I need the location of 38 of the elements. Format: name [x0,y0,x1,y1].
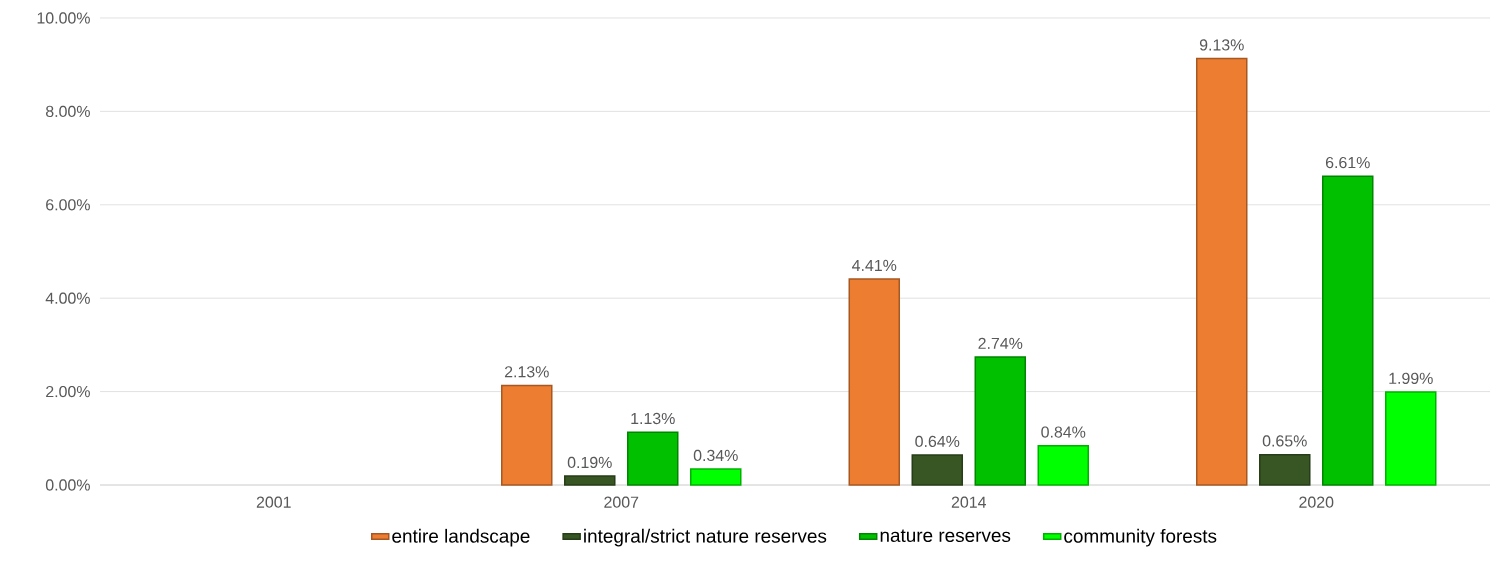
bar [1037,445,1090,486]
x-tick-label: 2020 [1299,496,1334,508]
legend-label: integral/strict nature reserves [584,528,827,547]
y-tick-label: 2.00% [46,385,90,398]
data-label: 1.13% [631,412,675,425]
x-tick-label: 2014 [951,496,987,508]
bar [627,431,679,486]
x-tick-label: 2007 [604,496,639,508]
y-tick-label: 8.00% [45,105,90,118]
bar [848,278,901,486]
data-label: 2.74% [978,337,1023,349]
bar [690,468,742,486]
data-label: 0.19% [567,456,612,469]
bar [974,356,1027,486]
data-label: 1.99% [1389,372,1433,384]
legend-label: entire landscape [392,528,530,547]
bar [501,384,553,486]
bar [1385,391,1437,486]
data-label: 0.84% [1041,426,1086,438]
y-tick-label: 6.00% [46,199,90,211]
data-label: 4.41% [852,259,897,271]
x-tick-label: 2001 [256,496,291,508]
legend-label: community forests [1064,528,1217,547]
data-label: 0.65% [1262,435,1307,447]
bar [1196,57,1248,486]
data-label: 0.64% [915,435,960,448]
data-label: 9.13% [1199,39,1244,51]
bar [1322,175,1374,486]
data-label: 0.34% [693,449,738,462]
y-tick-label: 10.00% [37,12,90,24]
bar [1259,453,1311,486]
legend-label: nature reserves [880,529,1011,543]
y-tick-label: 4.00% [45,292,90,304]
data-label: 6.61% [1325,156,1370,169]
data-label: 2.13% [504,366,549,378]
bar [911,454,964,486]
bar [564,475,616,486]
y-tick-label: 0.00% [45,479,90,491]
